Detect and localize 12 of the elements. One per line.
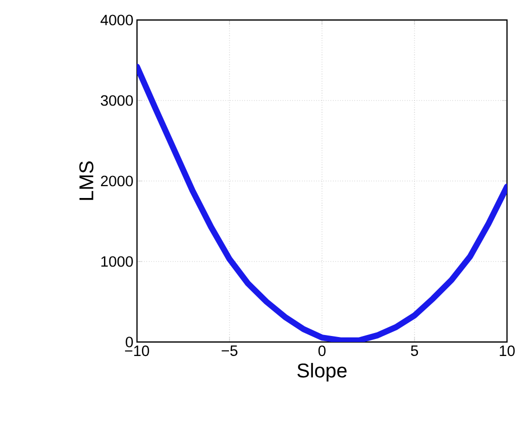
y-tick-label: 3000 (100, 95, 133, 106)
x-tick-label: 10 (500, 346, 515, 356)
x-tick-label: 0 (318, 346, 326, 356)
x-tick-label: −5 (222, 346, 238, 356)
y-tick-label: 4000 (100, 14, 133, 26)
y-tick-label: 2000 (100, 176, 133, 186)
y-tick-label: 1000 (101, 256, 133, 267)
x-tick-label: −10 (125, 346, 150, 356)
y-tick-label: 0 (126, 336, 133, 348)
x-tick-label: 5 (410, 346, 418, 356)
y-axis-title: LMS (79, 161, 94, 200)
x-axis-title: Slope (297, 362, 347, 382)
